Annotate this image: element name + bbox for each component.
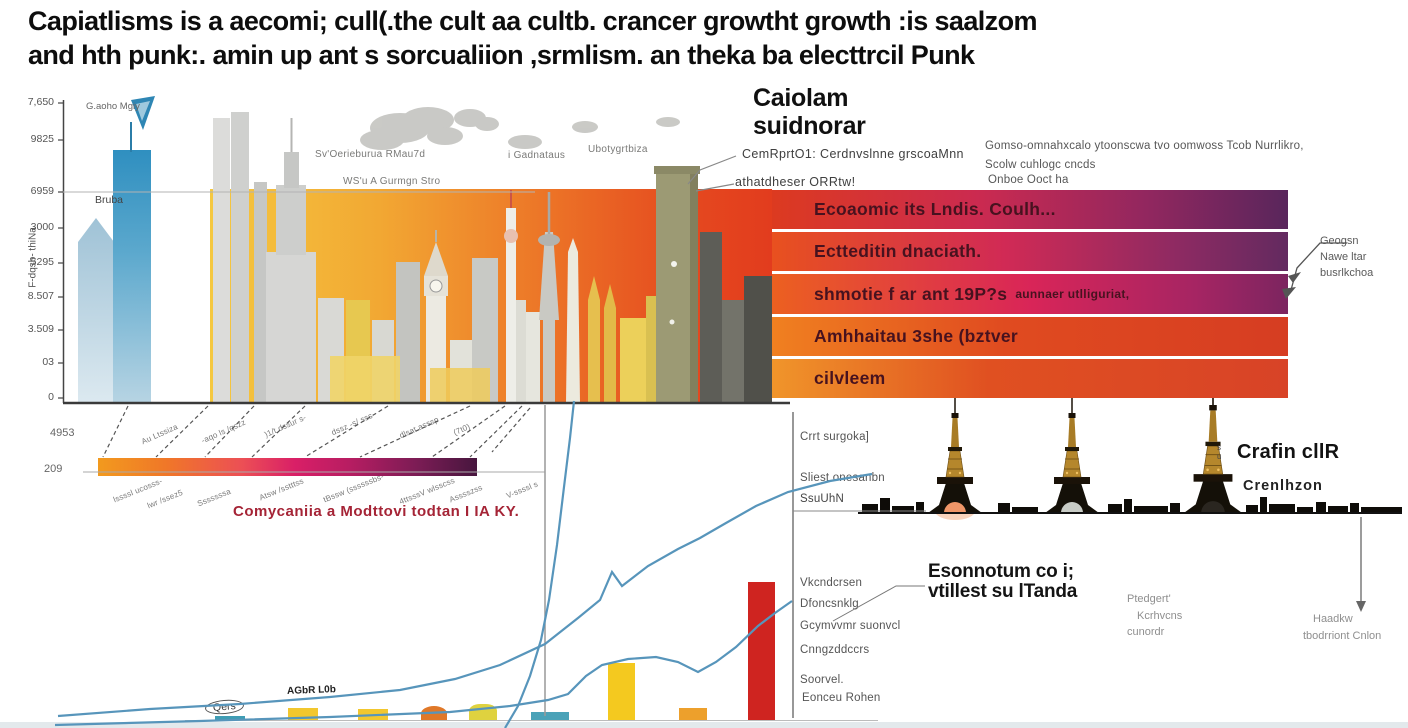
bar-teal-2: [531, 712, 569, 721]
arrow-label-2: tbodrriont Cnlon: [1303, 629, 1382, 642]
legend-item: SsuUhN: [800, 493, 845, 505]
legend-item: Sliest onesanbn: [800, 472, 885, 484]
y-tick: 9825: [30, 133, 54, 145]
callout-line-1: Esonnotum co i;: [928, 561, 1074, 582]
flag-icon: [131, 96, 155, 130]
circled-label-text: Qers: [204, 698, 245, 716]
mini-bar-label: AGbR L0b: [286, 684, 337, 697]
eiffel-tower-icon: [1045, 395, 1099, 513]
city-skyline: [213, 112, 772, 403]
y-tick: 0: [48, 391, 54, 403]
legend-item: Soorvel.: [800, 674, 844, 686]
row-label-small: aunnaer utlliguriat,: [1015, 287, 1130, 301]
bar-yellowgreen: [469, 704, 497, 721]
skyline-label: Sv'Oerieburua RMau7d: [315, 149, 426, 160]
tiny-glyphs: s u: [1217, 443, 1222, 461]
y-tick: 3000: [30, 221, 54, 233]
blue-towers: [78, 96, 155, 403]
row-label: cilvleem: [814, 367, 886, 388]
y-tick: 8.507: [27, 290, 54, 302]
bar-red-tall: [748, 582, 775, 721]
callout-line-2: vtillest su lTanda: [928, 581, 1078, 602]
side-label-1: Geogsn: [1320, 235, 1359, 247]
row-label: Amhhaitau 3she (bztver: [814, 325, 1019, 346]
gray-note-2: Kcrhvcns: [1137, 609, 1183, 622]
gradient-row: Amhhaitau 3she (bztver: [772, 316, 1288, 356]
colorbar-caption: Comycaniia a Modttovi todtan I IA KY.: [233, 503, 520, 520]
y-tick: 6959: [30, 185, 54, 197]
gradient-row: Ectteditin dnaciath.: [772, 232, 1288, 272]
color-scale-bar: [98, 458, 477, 476]
clouds-icon: [360, 107, 680, 150]
eiffel-tower-icon: [928, 395, 982, 513]
bar-teal-small: [215, 716, 245, 721]
legend-item: Cnngzddccrs: [800, 644, 870, 656]
gray-note: Ptedgert' Kcrhvcns cunordr: [1127, 591, 1182, 641]
gray-note-3: cunordr: [1127, 626, 1165, 638]
y-tick: 03: [42, 356, 54, 368]
leader-label-1: CemRprtO1: Cerdnvslnne grscoaMnn: [742, 147, 964, 161]
leader-label-2: athatdheser ORRtw!: [735, 175, 856, 189]
bar-yellow-2: [358, 709, 388, 721]
gradient-row: shmotie f ar ant 19P?s aunnaer utlliguria…: [772, 274, 1288, 314]
y-tick: 7,650: [27, 96, 54, 108]
side-label: Geogsn Nawe ltar busrlkchoa: [1320, 234, 1373, 282]
flag-label: G.aoho Mgiy: [86, 101, 140, 112]
right-panel-title-2: suidnorar: [753, 112, 866, 140]
legend-item: Gcymvvmr suonvcl: [800, 620, 901, 632]
bar-yellow-1: [288, 708, 318, 721]
gradient-rows: Ecoaomic its Lndis. Coulh... Ectteditin …: [772, 190, 1288, 399]
side-label-3: busrlkchoa: [1320, 266, 1374, 279]
tower-label: Bruba: [95, 194, 124, 206]
skyline-label: WS'u A Gurmgn Stro: [343, 176, 441, 187]
legend-item: Eonceu Rohen: [802, 692, 881, 704]
eiffel-title: Crafin cllR: [1237, 441, 1340, 463]
gradient-row: cilvleem: [772, 358, 1288, 399]
side-label-2: Nawe ltar: [1320, 250, 1367, 263]
note-line-3: Onboe Ooct ha: [988, 174, 1069, 186]
skyline-label: i Gadnataus: [508, 150, 566, 161]
bar-orange-round: [421, 706, 447, 721]
note-line-1: Gomso-omnahxcalo ytoonscwa tvo oomwoss T…: [985, 140, 1304, 152]
bar-orange-small: [679, 708, 707, 721]
arrow-label: Haadkw tbodrriont Cnlon: [1303, 611, 1381, 644]
eiffel-subtitle: Crenlhzon: [1243, 478, 1323, 494]
note-line-2: Scolw cuhlogc cncds: [985, 159, 1096, 171]
y-axis-label: F-dqsb- thiNa: [27, 227, 39, 288]
eiffel-tower-icon: [1183, 385, 1243, 513]
title-line-1: Capiatlisms is a aecomi; cull(.the cult …: [28, 6, 1037, 36]
legend-item: Crrt surgoka]: [800, 431, 870, 443]
row-label: shmotie f ar ant 19P?s: [814, 283, 1008, 304]
y-tick: 3.509: [27, 323, 54, 335]
lower-tick-1: 4953: [50, 427, 75, 439]
y-tick: 5295: [30, 256, 54, 268]
gradient-row: Ecoaomic its Lndis. Coulh...: [772, 190, 1288, 230]
right-panel-title-1: Caiolam: [753, 84, 849, 112]
bottom-strip: [0, 722, 1408, 728]
legend-item: Dfoncsnklg: [800, 598, 859, 610]
skyline-label: Ubotygrtbiza: [588, 144, 648, 155]
arrow-label-1: Haadkw: [1313, 613, 1353, 625]
bar-yellow-tall: [608, 663, 635, 721]
gray-note-1: Ptedgert': [1127, 593, 1171, 605]
lower-tick-2: 209: [44, 463, 63, 475]
title-line-2: and hth punk:. amin up ant s sorcualiion…: [28, 40, 975, 70]
row-label: Ecoaomic its Lndis. Coulh...: [814, 199, 1056, 220]
row-label: Ectteditin dnaciath.: [814, 241, 982, 262]
circled-label: Qers: [204, 697, 245, 716]
legend-item: Vkcndcrsen: [800, 577, 863, 589]
